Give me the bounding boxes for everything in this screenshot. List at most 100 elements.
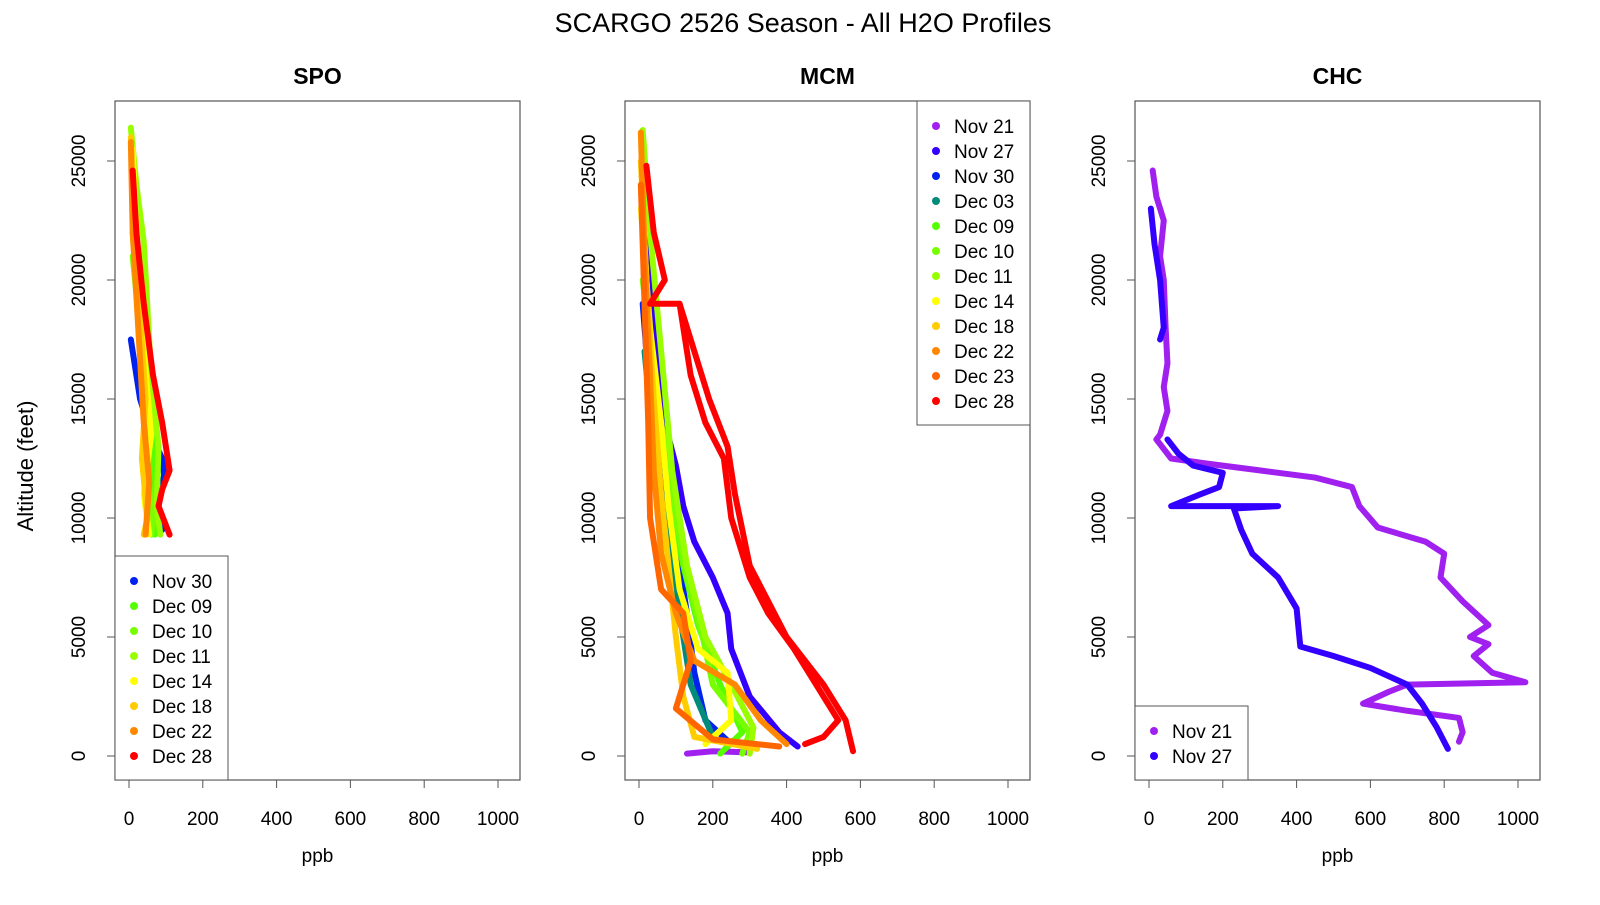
y-tick-label: 10000 xyxy=(1089,492,1110,545)
legend-box xyxy=(1134,705,1249,781)
x-tick-label: 400 xyxy=(1281,809,1313,830)
legend-label: Dec 10 xyxy=(152,622,212,643)
x-axis-label: ppb xyxy=(812,846,844,867)
legend-marker xyxy=(932,297,940,305)
legend-label: Dec 09 xyxy=(152,597,212,618)
x-tick-label: 600 xyxy=(335,809,367,830)
x-tick-label: 1000 xyxy=(477,809,519,830)
legend-marker xyxy=(130,627,138,635)
plot-frame xyxy=(624,100,1031,781)
legend-marker xyxy=(130,727,138,735)
y-tick-label: 0 xyxy=(69,751,90,762)
x-tick-label: 1000 xyxy=(1497,809,1539,830)
y-tick-label: 25000 xyxy=(69,135,90,188)
y-tick-label: 0 xyxy=(1089,751,1110,762)
legend-marker xyxy=(130,652,138,660)
legend-marker xyxy=(932,347,940,355)
legend-marker xyxy=(1150,727,1158,735)
legend-label: Nov 21 xyxy=(954,117,1014,138)
x-tick-label: 800 xyxy=(918,809,950,830)
profile-dec-28 xyxy=(643,162,857,755)
x-tick-label: 800 xyxy=(408,809,440,830)
x-tick-label: 0 xyxy=(634,809,645,830)
legend-label: Dec 11 xyxy=(954,267,1013,288)
legend: Nov 30 Dec 09 Dec 10 Dec 11 Dec 14 Dec 18 Dec … xyxy=(114,555,229,781)
y-tick-label: 15000 xyxy=(69,373,90,426)
x-axis-label: ppb xyxy=(1322,846,1354,867)
y-tick-label: 5000 xyxy=(579,616,600,658)
legend-label: Dec 28 xyxy=(954,392,1014,413)
profile-nov-27 xyxy=(1164,436,1451,752)
legend-label: Nov 27 xyxy=(954,142,1014,163)
legend-label: Nov 21 xyxy=(1172,722,1232,743)
legend-marker xyxy=(932,172,940,180)
legend-marker xyxy=(932,372,940,380)
profile-dec-11 xyxy=(639,127,757,757)
legend-marker xyxy=(932,272,940,280)
legend-marker xyxy=(130,702,138,710)
x-tick-label: 0 xyxy=(124,809,135,830)
legend-label: Dec 10 xyxy=(954,242,1014,263)
profile-nov-27 xyxy=(647,234,801,750)
legend-label: Dec 14 xyxy=(954,292,1015,313)
y-axis-label: Altitude (feet) xyxy=(13,401,38,532)
y-tick-label: 20000 xyxy=(1089,254,1110,307)
y-tick-label: 20000 xyxy=(579,254,600,307)
plot-frame xyxy=(1134,100,1541,781)
legend-label: Dec 09 xyxy=(954,217,1014,238)
y-tick-label: 25000 xyxy=(579,135,600,188)
x-tick-label: 600 xyxy=(1355,809,1387,830)
y-tick-label: 10000 xyxy=(69,492,90,545)
legend-marker xyxy=(130,752,138,760)
y-tick-label: 5000 xyxy=(69,616,90,658)
legend-label: Dec 22 xyxy=(954,342,1014,363)
y-tick-label: 20000 xyxy=(69,254,90,307)
panel-title: CHC xyxy=(1313,63,1363,89)
y-tick-label: 15000 xyxy=(1089,373,1110,426)
x-tick-label: 0 xyxy=(1144,809,1155,830)
legend-marker xyxy=(932,197,940,205)
profile-nov-27 xyxy=(1147,205,1167,343)
x-tick-label: 200 xyxy=(697,809,729,830)
x-tick-label: 200 xyxy=(1207,809,1239,830)
legend: Nov 21 Nov 27 xyxy=(1134,705,1249,781)
legend-marker xyxy=(932,247,940,255)
legend-box xyxy=(916,100,1031,426)
legend-label: Nov 30 xyxy=(954,167,1014,188)
legend-label: Dec 11 xyxy=(152,647,211,668)
x-tick-label: 400 xyxy=(261,809,293,830)
legend-label: Nov 27 xyxy=(1172,747,1232,768)
plot-frame xyxy=(114,100,521,781)
legend-label: Dec 18 xyxy=(954,317,1014,338)
y-tick-label: 25000 xyxy=(1089,135,1110,188)
profile-nov-21 xyxy=(1149,167,1529,745)
legend-label: Nov 30 xyxy=(152,572,212,593)
legend-box xyxy=(114,555,229,781)
legend-marker xyxy=(130,677,138,685)
legend-marker xyxy=(130,602,138,610)
profile-dec-28 xyxy=(129,167,173,538)
legend-marker xyxy=(130,577,138,585)
legend-marker xyxy=(932,397,940,405)
profile-dec-23 xyxy=(637,181,783,750)
legend-marker xyxy=(932,122,940,130)
profile-dec-22 xyxy=(127,138,153,538)
figure-title: SCARGO 2526 Season - All H2O Profiles xyxy=(555,8,1052,38)
legend-marker xyxy=(932,147,940,155)
legend-label: Dec 14 xyxy=(152,672,213,693)
legend-label: Dec 18 xyxy=(152,697,212,718)
profile-nov-21 xyxy=(683,748,753,757)
legend-label: Dec 23 xyxy=(954,367,1014,388)
panel-title: SPO xyxy=(293,63,342,89)
x-tick-label: 600 xyxy=(845,809,877,830)
legend-label: Dec 22 xyxy=(152,722,212,743)
x-tick-label: 200 xyxy=(187,809,219,830)
x-tick-label: 800 xyxy=(1428,809,1460,830)
legend-label: Dec 28 xyxy=(152,747,212,768)
y-tick-label: 10000 xyxy=(579,492,600,545)
panel-title: MCM xyxy=(800,63,855,89)
x-axis-label: ppb xyxy=(302,846,334,867)
